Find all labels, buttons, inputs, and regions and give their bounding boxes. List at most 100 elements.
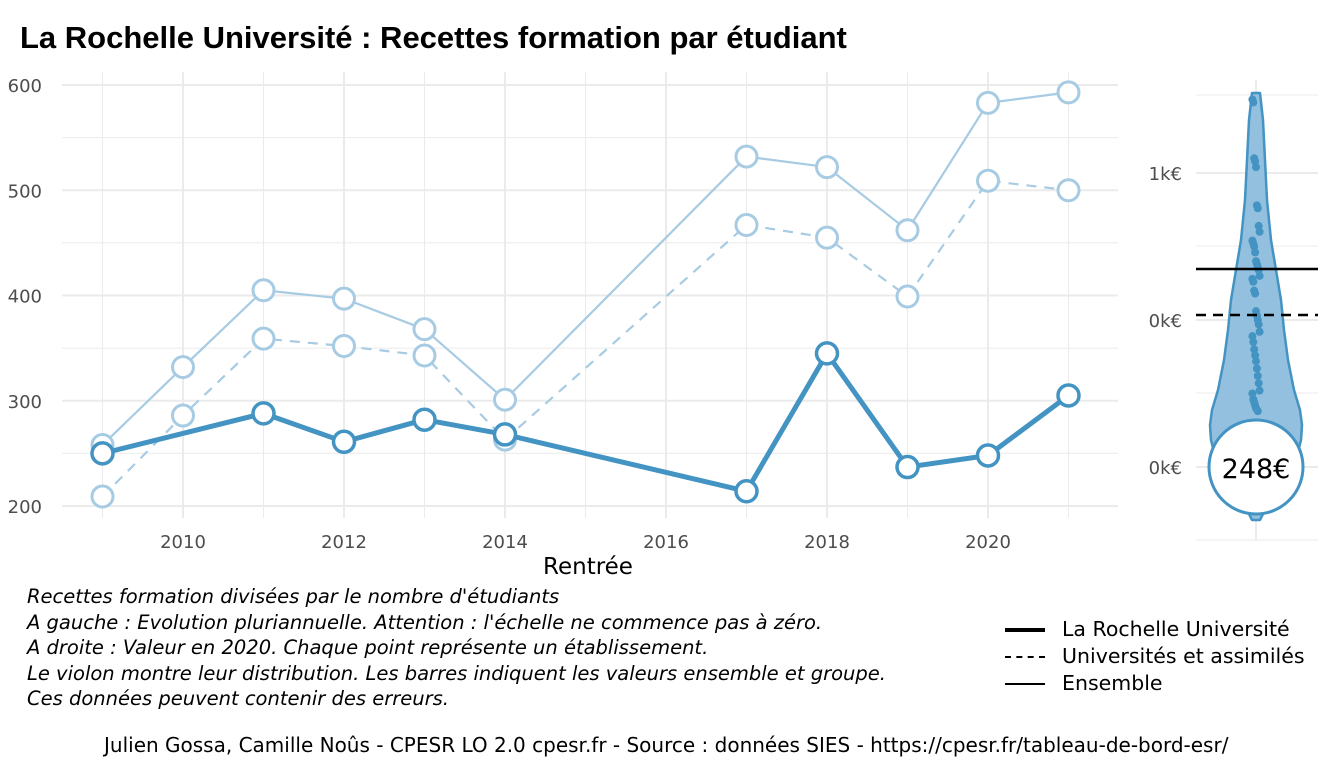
data-point: [895, 284, 920, 309]
data-point: [251, 401, 276, 426]
note-line: A droite : Valeur en 2020. Chaque point …: [27, 636, 709, 659]
x-tick-label: 2012: [321, 532, 367, 553]
y-tick-label: 400: [8, 287, 42, 308]
x-tick-label: 2010: [160, 532, 206, 553]
main-grid: [62, 72, 1118, 518]
violin-y-tick-label: 0k€: [1149, 458, 1182, 479]
legend-key-thin: [1005, 677, 1045, 691]
violin-point: [1253, 407, 1262, 416]
data-point: [734, 144, 759, 169]
main-y-axis: 200 300 400 500 600: [8, 76, 42, 518]
violin-point: [1248, 389, 1257, 398]
series-line: [101, 179, 1069, 498]
data-point: [1056, 383, 1081, 408]
x-tick-label: 2018: [804, 532, 850, 553]
violin-point: [1254, 320, 1263, 329]
violin-point: [1255, 327, 1264, 336]
x-tick-label: 2020: [965, 532, 1011, 553]
violin-point: [1249, 338, 1258, 347]
data-point: [412, 407, 437, 432]
x-tick-label: 2014: [482, 532, 528, 553]
violin-point: [1251, 289, 1260, 298]
legend-label: Ensemble: [1062, 671, 1163, 695]
legend-item: La Rochelle Université: [1005, 616, 1305, 643]
main-line-panel: 200 300 400 500 600 2010 2012 2014 2016 2018 2020…: [8, 72, 1118, 580]
x-axis-label: Rentrée: [543, 554, 633, 580]
data-point: [171, 355, 195, 380]
data-point: [492, 422, 518, 447]
data-point: [251, 326, 276, 351]
violin-point: [1254, 379, 1263, 388]
credit-line: Julien Gossa, Camille Noûs - CPESR LO 2.…: [104, 733, 1229, 757]
violin-point: [1251, 351, 1260, 360]
data-point: [171, 403, 195, 428]
legend-key-dashed: [1005, 650, 1045, 664]
violin-point: [1255, 271, 1264, 280]
violin-point: [1249, 98, 1258, 107]
data-point: [90, 441, 115, 466]
data-point: [331, 429, 357, 455]
y-tick-label: 200: [8, 497, 42, 518]
violin-point: [1255, 227, 1264, 236]
violin-point: [1250, 242, 1259, 251]
violin-point: [1255, 386, 1264, 395]
violin-points: [1248, 95, 1264, 466]
legend: La Rochelle Université Universités et as…: [1005, 616, 1305, 697]
y-tick-label: 500: [8, 181, 42, 202]
data-point: [1056, 80, 1081, 105]
violin-y-tick-label: 0k€: [1149, 311, 1182, 332]
violin-point: [1251, 157, 1260, 166]
violin-point: [1248, 332, 1257, 341]
legend-item: Ensemble: [1005, 670, 1305, 697]
data-point: [976, 90, 1000, 115]
note-line: Ces données peuvent contenir des erreurs…: [27, 687, 449, 710]
data-point: [332, 286, 356, 311]
data-point: [332, 334, 356, 359]
data-point: [976, 168, 1000, 193]
violin-point: [1252, 357, 1260, 366]
violin-point: [1252, 364, 1261, 373]
violin-point: [1250, 345, 1259, 354]
data-point: [734, 479, 759, 504]
chart-notes: Recettes formation divisées par le nombr…: [27, 584, 886, 712]
violin-shape: [1208, 91, 1304, 522]
data-point: [493, 387, 517, 412]
x-tick-label: 2016: [643, 532, 689, 553]
violin-point: [1249, 277, 1258, 286]
legend-label: La Rochelle Université: [1062, 617, 1290, 641]
data-point: [815, 155, 839, 180]
highlight-circle: [1207, 418, 1305, 516]
violin-y-axis: 1k€ 0k€ 0k€: [1149, 164, 1182, 479]
chart-title: La Rochelle Université : Recettes format…: [20, 20, 847, 55]
data-point: [815, 225, 839, 250]
legend-item: Universités et assimilés: [1005, 643, 1305, 670]
main-x-axis: 2010 2012 2014 2016 2018 2020: [160, 532, 1011, 553]
legend-label: Universités et assimilés: [1062, 644, 1305, 668]
series-line: [101, 350, 1070, 494]
data-point: [251, 278, 276, 303]
data-point: [975, 443, 1001, 468]
data-point: [412, 317, 437, 342]
highlight-value-label: 248€: [1222, 454, 1291, 485]
violin-point: [1251, 248, 1260, 257]
data-point: [895, 454, 920, 480]
violin-panel: 1k€ 0k€ 0k€ 248€: [1149, 80, 1318, 541]
y-tick-label: 300: [8, 392, 42, 413]
data-point: [90, 484, 115, 509]
violin-y-tick-label: 1k€: [1149, 164, 1182, 185]
note-line: Recettes formation divisées par le nombr…: [27, 585, 560, 608]
note-line: A gauche : Evolution pluriannuelle. Atte…: [27, 610, 823, 634]
data-point: [412, 343, 437, 368]
violin-point: [1252, 163, 1260, 172]
data-point: [814, 341, 840, 366]
violin-point: [1253, 204, 1262, 213]
y-tick-label: 600: [8, 76, 42, 97]
note-line: Le violon montre leur distribution. Les …: [27, 661, 886, 685]
violin-point: [1254, 221, 1263, 230]
data-point: [734, 212, 759, 237]
main-series: [90, 80, 1081, 509]
legend-key-thick: [1005, 623, 1045, 637]
data-point: [895, 218, 920, 243]
violin-point: [1253, 371, 1262, 380]
